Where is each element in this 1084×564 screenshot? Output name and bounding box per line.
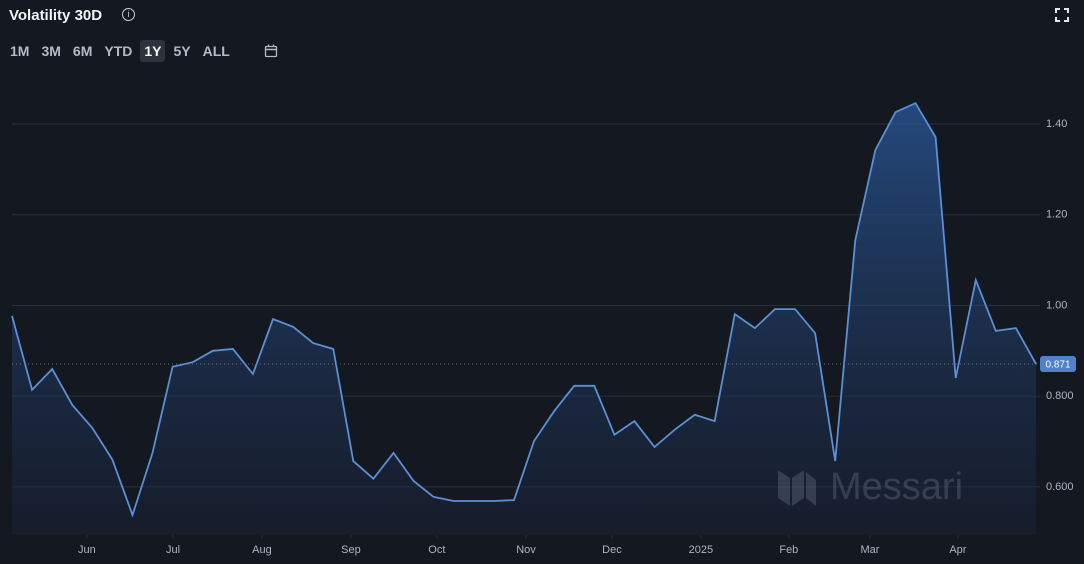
x-tick-label: 2025 <box>689 544 713 556</box>
range-buttons: 1M 3M 6M YTD 1Y 5Y ALL <box>6 40 234 62</box>
x-tick-label: Feb <box>779 544 798 556</box>
x-tick-label: Dec <box>602 544 622 556</box>
range-button[interactable]: ALL <box>202 43 230 59</box>
x-tick-label: Aug <box>252 544 272 556</box>
range-button[interactable]: 1Y <box>140 40 166 62</box>
fullscreen-icon[interactable] <box>1055 8 1069 22</box>
range-button[interactable]: 3M <box>41 43 61 59</box>
x-tick-label: Jun <box>78 544 96 556</box>
y-tick-label: 1.00 <box>1046 299 1067 311</box>
y-tick-label: 0.800 <box>1046 390 1074 402</box>
calendar-icon[interactable] <box>264 44 278 58</box>
x-tick-label: Mar <box>860 544 879 556</box>
y-tick-label: 1.40 <box>1046 118 1067 130</box>
x-tick-label: Apr <box>949 544 966 556</box>
current-value-label: 0.871 <box>1045 360 1070 371</box>
range-button[interactable]: 1M <box>10 43 30 59</box>
y-tick-label: 1.20 <box>1046 209 1067 221</box>
title: Volatility 30D <box>9 7 103 24</box>
info-icon[interactable]: i <box>122 8 135 21</box>
range-button[interactable]: 5Y <box>173 43 191 59</box>
x-tick-label: Oct <box>428 544 445 556</box>
range-button[interactable]: 6M <box>72 43 93 59</box>
x-tick-label: Jul <box>166 544 180 556</box>
area <box>12 103 1036 535</box>
range-button[interactable]: YTD <box>104 43 133 59</box>
x-tick-label: Nov <box>516 544 536 556</box>
x-tick-label: Sep <box>341 544 361 556</box>
line <box>11 101 1037 518</box>
current-value-badge <box>1040 355 1076 372</box>
y-tick-label: 0.600 <box>1046 481 1074 493</box>
